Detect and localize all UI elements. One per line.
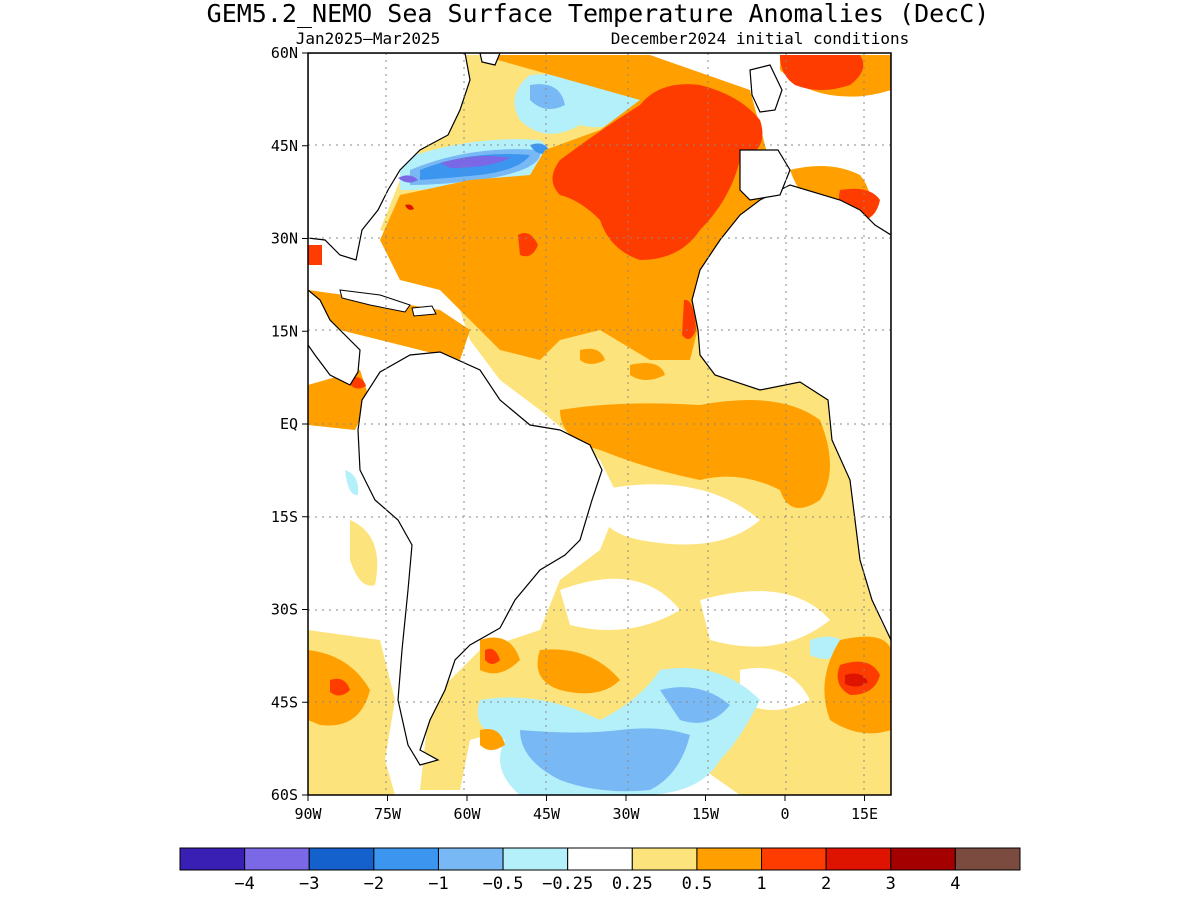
- colorbar-label: −4: [234, 874, 254, 894]
- colorbar: −4 −3 −2 −1 −0.5 −0.25 0.25 0.5 1 2 3 4: [179, 847, 1021, 894]
- central-america: [308, 289, 361, 386]
- map-grid: [308, 53, 891, 795]
- colorbar-swatch: [954, 847, 1021, 871]
- colorbar-label: −2: [364, 874, 384, 894]
- lat-tick-label: 60N: [271, 44, 298, 62]
- colorbar-swatch: [696, 847, 763, 871]
- colorbar-swatch: [437, 847, 504, 871]
- lon-tick-label: 30W: [612, 805, 640, 823]
- lon-tick-label: 90W: [294, 805, 322, 823]
- colorbar-swatch: [373, 847, 439, 871]
- figure-title: GEM5.2_NEMO Sea Surface Temperature Anom…: [207, 0, 990, 28]
- lat-tick-label: 15S: [271, 508, 298, 526]
- colorbar-label: 0.25: [612, 874, 653, 894]
- anomaly-areas-2-3: [405, 204, 868, 687]
- longitude-axis: 90W 75W 60W 45W 30W 15W 0 15E: [294, 795, 878, 823]
- colorbar-label: 3: [886, 874, 896, 894]
- forecast-period: Jan2025–Mar2025: [296, 29, 441, 48]
- colorbar-label: 4: [950, 874, 960, 894]
- colorbar-swatch: [890, 847, 956, 871]
- lon-tick-label: 60W: [453, 805, 481, 823]
- lon-tick-label: 45W: [533, 805, 561, 823]
- colorbar-swatch: [825, 847, 892, 871]
- initial-conditions: December2024 initial conditions: [611, 29, 910, 48]
- lat-tick-label: 15N: [271, 322, 298, 340]
- colorbar-label: 0.5: [682, 874, 713, 894]
- north-america: [308, 53, 471, 261]
- lon-tick-label: 75W: [374, 805, 402, 823]
- lon-tick-label: 15E: [851, 805, 878, 823]
- lat-tick-label: 45N: [271, 137, 298, 155]
- colorbar-label: 2: [821, 874, 831, 894]
- colorbar-label: 1: [756, 874, 766, 894]
- lat-tick-label: 45S: [271, 693, 298, 711]
- colorbar-label: −0.25: [542, 874, 593, 894]
- africa-europe: [691, 53, 891, 641]
- latitude-axis: 60N 45N 30N 15N EQ 15S 30S 45S 60S: [271, 44, 308, 804]
- colorbar-swatch: [244, 847, 310, 871]
- british-isles: [749, 64, 783, 113]
- colorbar-swatch: [179, 847, 246, 871]
- anomaly-areas-neg-3: [398, 155, 510, 183]
- land-masses: [308, 53, 891, 766]
- colorbar-swatch: [631, 847, 698, 871]
- lon-tick-label: 0: [780, 805, 789, 823]
- lat-tick-label: 30N: [271, 230, 298, 248]
- colorbar-swatch: [567, 847, 633, 871]
- colorbar-label: −3: [299, 874, 319, 894]
- iberia: [739, 149, 791, 201]
- lat-tick-label: 30S: [271, 601, 298, 619]
- hispaniola: [411, 305, 437, 317]
- cuba: [339, 289, 411, 313]
- greenland-coast: [479, 53, 501, 66]
- colorbar-swatch: [308, 847, 375, 871]
- lat-tick-label: EQ: [280, 415, 298, 433]
- colorbar-swatch: [502, 847, 569, 871]
- colorbar-label: −0.5: [483, 874, 524, 894]
- colorbar-label: −1: [428, 874, 448, 894]
- colorbar-swatch: [761, 847, 827, 871]
- lat-tick-label: 60S: [271, 786, 298, 804]
- lon-tick-label: 15W: [692, 805, 720, 823]
